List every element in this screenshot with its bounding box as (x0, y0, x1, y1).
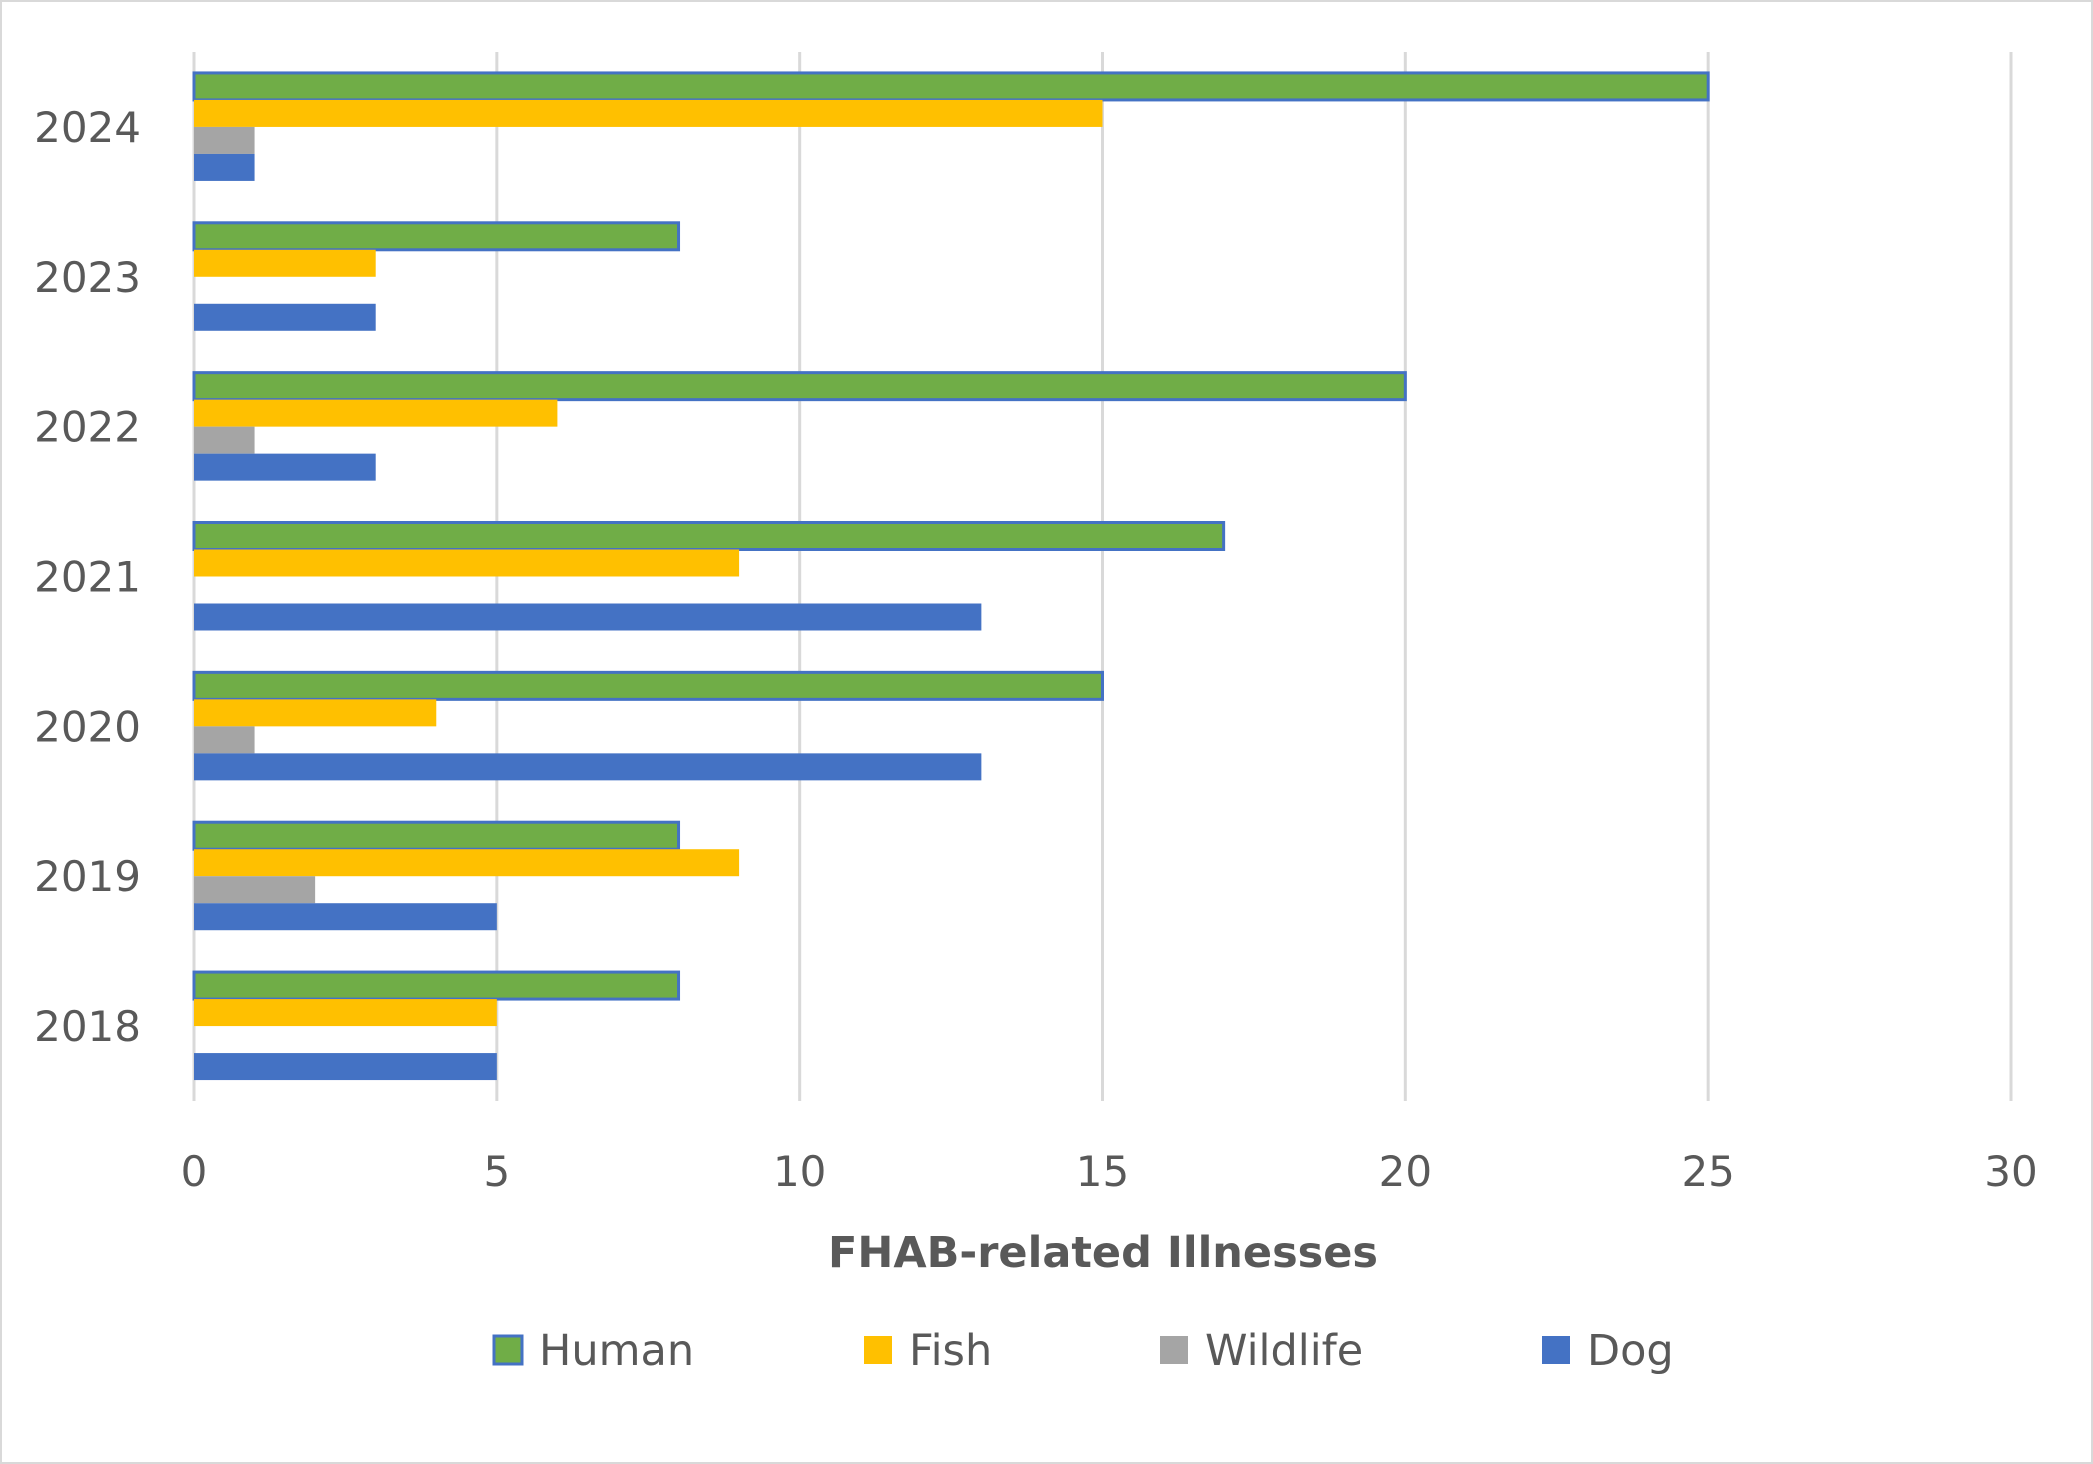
bar-human (192, 970, 681, 1001)
bar-wildlife (194, 426, 255, 454)
legend-item-wildlife: Wildlife (1160, 1326, 1363, 1376)
bar-fish (194, 549, 740, 577)
y-tick-label: 2022 (34, 403, 141, 452)
bar-dog (194, 1053, 497, 1081)
bar-dog (194, 603, 982, 631)
bar-human (192, 371, 1407, 402)
legend-item-human: Human (492, 1326, 694, 1376)
bar-dog (194, 303, 376, 331)
legend-label: Dog (1587, 1326, 1674, 1376)
x-tick-label: 30 (1984, 1147, 2037, 1196)
legend-label: Human (539, 1326, 694, 1376)
bar-dog (194, 453, 376, 481)
bar-human (192, 820, 681, 851)
bar-dog (194, 903, 497, 931)
legend-swatch (1542, 1336, 1570, 1364)
legend-label: Fish (909, 1326, 992, 1376)
bar-human (192, 71, 1710, 102)
x-tick-label: 5 (483, 1147, 510, 1196)
y-tick-label: 2021 (34, 553, 141, 602)
bar-fish (194, 849, 740, 877)
bar-fish (194, 999, 497, 1027)
y-tick-label: 2020 (34, 702, 141, 751)
bar-wildlife (194, 876, 316, 904)
x-tick-label: 15 (1076, 1147, 1129, 1196)
y-tick-label: 2023 (34, 253, 141, 302)
bar-fish (194, 99, 1103, 127)
bar-wildlife (194, 726, 255, 754)
bar-dog (194, 153, 255, 181)
bar-human (192, 221, 681, 252)
bar-human (192, 670, 1104, 701)
legend-item-dog: Dog (1542, 1326, 1674, 1376)
y-tick-label: 2024 (34, 103, 141, 152)
x-tick-label: 25 (1681, 1147, 1734, 1196)
x-tick-label: 10 (773, 1147, 826, 1196)
x-axis-title: FHAB-related Illnesses (828, 1228, 1378, 1278)
y-tick-label: 2018 (34, 1002, 141, 1051)
bar-fish (194, 699, 437, 727)
x-tick-label: 20 (1379, 1147, 1432, 1196)
bar-dog (194, 753, 982, 781)
legend-swatch (864, 1336, 892, 1364)
x-tick-label: 0 (181, 1147, 208, 1196)
legend-swatch (1160, 1336, 1188, 1364)
bar-human (192, 521, 1226, 551)
bar-fish (194, 399, 558, 427)
bar-fish (194, 249, 376, 277)
legend-label: Wildlife (1205, 1326, 1363, 1376)
legend-item-fish: Fish (864, 1326, 992, 1376)
y-tick-label: 2019 (34, 852, 141, 901)
bar-wildlife (194, 126, 255, 154)
legend-swatch (492, 1334, 524, 1366)
